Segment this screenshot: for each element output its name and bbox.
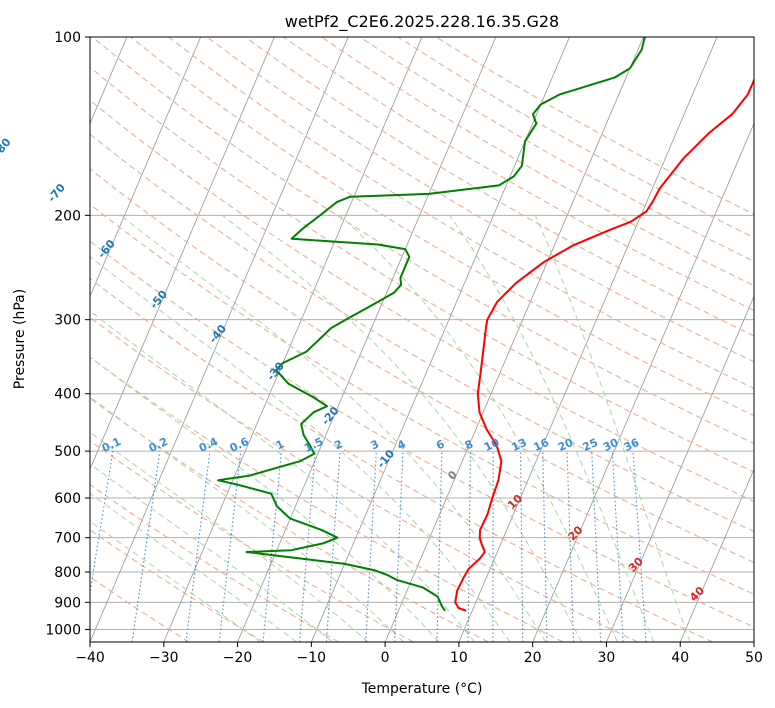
isotherm--20 xyxy=(237,37,497,642)
x-tick-label: 30 xyxy=(598,650,616,666)
dry-adiabat-60 xyxy=(90,203,754,595)
mixing-ratio-label: 16 xyxy=(532,436,552,454)
plot-area xyxy=(90,37,754,642)
mixing-ratio-label: 20 xyxy=(556,436,576,454)
moist-adiabat--20 xyxy=(90,520,261,642)
y-tick-label: 800 xyxy=(54,565,81,581)
background-grid xyxy=(90,37,754,642)
dry-adiabat-80 xyxy=(90,133,754,533)
y-tick-label: 600 xyxy=(54,491,81,507)
isotherm-0 xyxy=(384,37,644,642)
x-axis-label: Temperature (°C) xyxy=(361,681,483,697)
x-tick-label: 40 xyxy=(671,650,689,666)
x-tick-label: −20 xyxy=(223,650,253,666)
x-tick-label: 50 xyxy=(745,650,763,666)
x-axis: −40 −30 −20 −10 0 10 20 30 40 50 xyxy=(75,642,763,666)
mixing-ratio-label: 13 xyxy=(509,436,528,454)
dry-adiabat-110 xyxy=(91,37,754,445)
y-tick-label: 500 xyxy=(54,444,81,460)
y-tick-label: 700 xyxy=(54,531,81,547)
isotherm--60 xyxy=(90,37,202,298)
mixing-ratio-label: 36 xyxy=(622,436,642,454)
mixing-ratio-line-2 xyxy=(185,451,211,642)
dry-adiabat--10 xyxy=(90,483,339,642)
moist-adiabat-25 xyxy=(222,214,582,642)
x-tick-label: −40 xyxy=(75,650,105,666)
y-tick-label: 300 xyxy=(54,313,81,329)
dry-adiabat--20 xyxy=(90,529,265,642)
moist-adiabat-10 xyxy=(90,310,475,642)
y-tick-label: 400 xyxy=(54,387,81,403)
temperature-line xyxy=(454,77,754,612)
mixing-ratio-line-1 xyxy=(131,451,161,642)
isotherm-20 xyxy=(532,122,754,642)
y-axis-label: Pressure (hPa) xyxy=(12,289,28,389)
x-tick-label: 0 xyxy=(381,650,390,666)
y-axis: 100 200 300 400 500 600 700 800 900 1000 xyxy=(45,30,90,638)
y-tick-label: 100 xyxy=(54,30,81,46)
moist-adiabat-5 xyxy=(90,356,440,642)
x-tick-label: 10 xyxy=(450,650,468,666)
isotherm--50 xyxy=(90,37,275,471)
isotherm--30 xyxy=(163,37,423,642)
moist-adiabat-40 xyxy=(534,215,691,642)
dry-adiabat-40 xyxy=(90,278,713,642)
isotherm-40 xyxy=(679,467,754,642)
chart-title: wetPf2_C2E6.2025.228.16.35.G28 xyxy=(285,12,559,32)
isotherm--40 xyxy=(90,37,349,642)
mixing-ratio-line-3 xyxy=(218,451,242,642)
moist-adiabat-0 xyxy=(90,396,404,642)
dry-adiabat-50 xyxy=(90,240,754,628)
y-tick-label: 1000 xyxy=(45,622,81,638)
dry-adiabat-0 xyxy=(90,440,414,642)
isotherm-10 xyxy=(458,37,718,642)
dry-adiabat-30 xyxy=(90,316,639,642)
dry-adiabat-120 xyxy=(130,37,754,417)
dry-adiabat-10 xyxy=(90,397,489,642)
dry-adiabat-20 xyxy=(90,356,564,642)
mixing-ratio-label: 25 xyxy=(581,436,600,454)
sounding-series xyxy=(217,37,754,612)
mixing-ratio-line-0 xyxy=(90,451,114,596)
dry-adiabat-70 xyxy=(90,168,754,563)
dewpoint-line xyxy=(217,37,646,612)
x-tick-label: −30 xyxy=(149,650,179,666)
moist-adiabat-30 xyxy=(339,214,618,642)
moist-adiabat--15 xyxy=(90,492,297,642)
moist-adiabat-35 xyxy=(448,215,655,642)
mixing-ratio-label: 10 xyxy=(482,436,502,454)
dry-adiabat-150 xyxy=(244,37,754,337)
dry-adiabat-160 xyxy=(283,37,754,312)
x-tick-label: −10 xyxy=(297,650,327,666)
plot-frame xyxy=(89,36,755,643)
isotherm-30 xyxy=(606,295,754,642)
mixing-ratio-label: 30 xyxy=(601,436,621,454)
dry-adiabat-90 xyxy=(90,99,754,502)
moist-adiabat-15 xyxy=(90,255,511,642)
y-tick-label: 900 xyxy=(54,595,81,611)
y-tick-label: 200 xyxy=(54,208,81,224)
x-tick-label: 20 xyxy=(524,650,542,666)
moist-adiabat--10 xyxy=(90,463,333,642)
